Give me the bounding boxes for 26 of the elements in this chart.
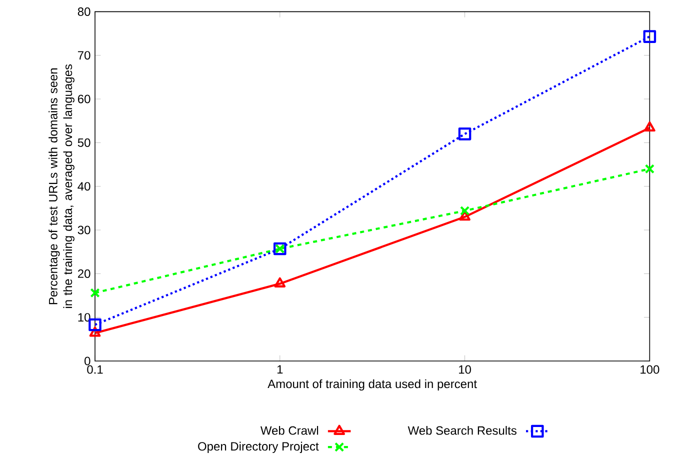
legend-label: Open Directory Project — [198, 442, 319, 453]
x-tick-label: 1 — [277, 365, 283, 374]
legend-label: Web Search Results — [408, 426, 516, 435]
x-tick-label: 0.1 — [87, 365, 103, 374]
y-tick-label: 30 — [78, 226, 90, 234]
legend-label: Web Crawl — [260, 426, 318, 435]
y-tick-label: 80 — [78, 7, 90, 16]
y-tick-label: 60 — [78, 94, 90, 104]
x-tick-label: 100 — [640, 365, 660, 374]
x-tick-label: 10 — [459, 365, 471, 374]
y-tick-label: 40 — [78, 182, 90, 191]
point — [644, 121, 656, 132]
x-axis-title: Amount of training data used in percent — [268, 379, 477, 391]
point — [88, 318, 102, 332]
point — [458, 128, 472, 140]
point — [274, 277, 286, 288]
point — [89, 326, 101, 337]
point — [460, 206, 470, 216]
point — [90, 288, 100, 298]
point — [643, 30, 656, 43]
y-axis-title: Percentage of test URLs with domains seen in the training data, averaged over languages — [48, 64, 74, 308]
y-tick-label: 20 — [78, 269, 90, 278]
point — [644, 164, 655, 174]
y-tick-label: 50 — [78, 138, 90, 147]
y-tick-label: 70 — [78, 51, 90, 60]
y-tick-label: 0 — [84, 356, 90, 366]
